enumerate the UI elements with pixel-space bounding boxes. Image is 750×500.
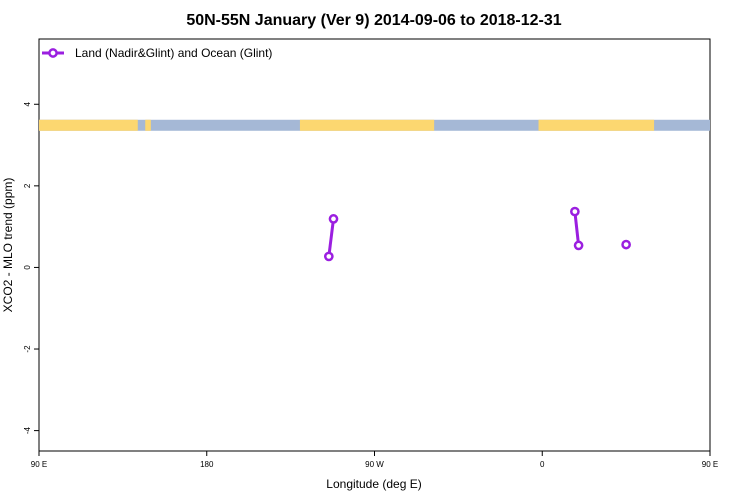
legend: Land (Nadir&Glint) and Ocean (Glint) [42, 46, 272, 60]
x-tick-label-1: 180 [200, 460, 214, 469]
data-point-2 [570, 206, 580, 217]
x-tick-label-3: 0 [540, 460, 545, 469]
y-tick-label-4: 4 [23, 101, 32, 106]
land-band-3 [538, 119, 655, 131]
data-point-1 [328, 214, 339, 224]
plot-frame [38, 38, 711, 452]
land-band-1 [145, 119, 151, 131]
data-point-4 [621, 239, 631, 250]
data-point-0 [323, 251, 334, 262]
x-tick-label-0: 90 E [31, 460, 47, 469]
land-band-0 [39, 119, 138, 131]
y-tick-label-0: -4 [23, 427, 32, 435]
legend-entry: Land (Nadir&Glint) and Ocean (Glint) [75, 46, 272, 60]
y-axis-label: XCO2 - MLO trend (ppm) [1, 178, 15, 313]
series-land-ocean [323, 206, 631, 262]
data-point-3 [573, 240, 584, 251]
land-band-2 [299, 119, 435, 131]
x-tick-label-4: 90 E [702, 460, 718, 469]
y-axis: -4 -2 0 2 4 [23, 101, 39, 434]
series-line-segment-0 [327, 218, 335, 257]
land-ocean-strip [39, 119, 710, 131]
plot-area [38, 38, 711, 452]
x-tick-label-2: 90 W [365, 460, 384, 469]
x-axis-label: Longitude (deg E) [326, 477, 421, 491]
x-axis: 90 E 180 90 W 0 90 E [31, 451, 718, 469]
y-tick-label-1: -2 [23, 345, 32, 353]
series-line-segment-1 [573, 211, 581, 246]
legend-point-marker [48, 48, 58, 58]
y-tick-label-3: 2 [23, 183, 32, 188]
y-tick-label-2: 0 [23, 265, 32, 270]
chart-title: 50N-55N January (Ver 9) 2014-09-06 to 20… [186, 12, 561, 29]
